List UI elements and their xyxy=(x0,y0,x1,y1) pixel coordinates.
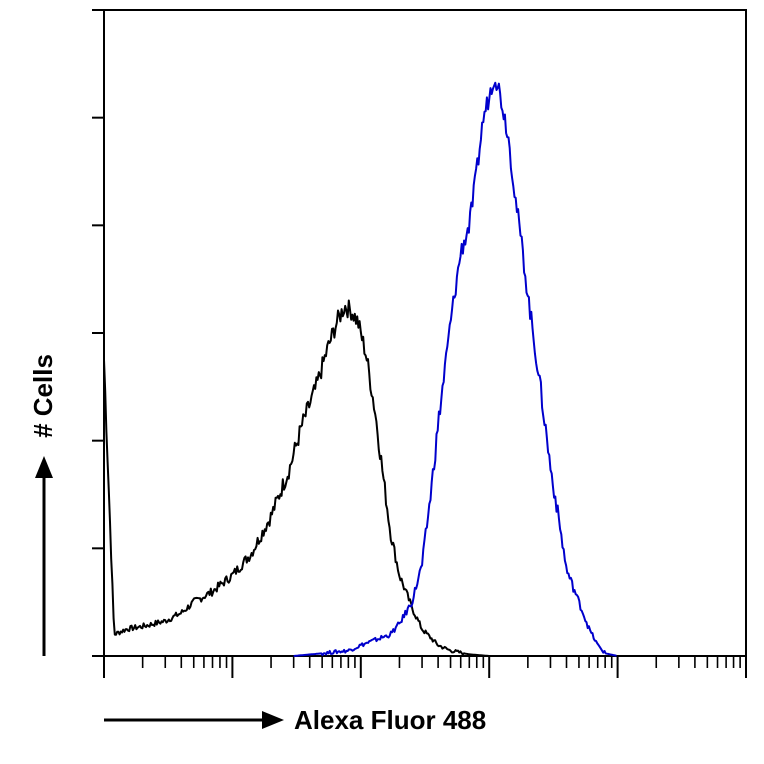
y-axis-arrowhead xyxy=(35,456,53,478)
stained-histogram-line xyxy=(293,81,617,657)
series-layer xyxy=(103,81,617,657)
y-axis-ticks xyxy=(92,9,104,657)
control-histogram-line xyxy=(103,299,490,657)
plot-frame xyxy=(103,9,747,657)
x-axis-title: Alexa Fluor 488 xyxy=(294,705,486,735)
x-axis-arrowhead xyxy=(262,711,284,729)
y-axis-title: # Cells xyxy=(28,354,58,438)
x-axis-ticks xyxy=(103,656,747,678)
